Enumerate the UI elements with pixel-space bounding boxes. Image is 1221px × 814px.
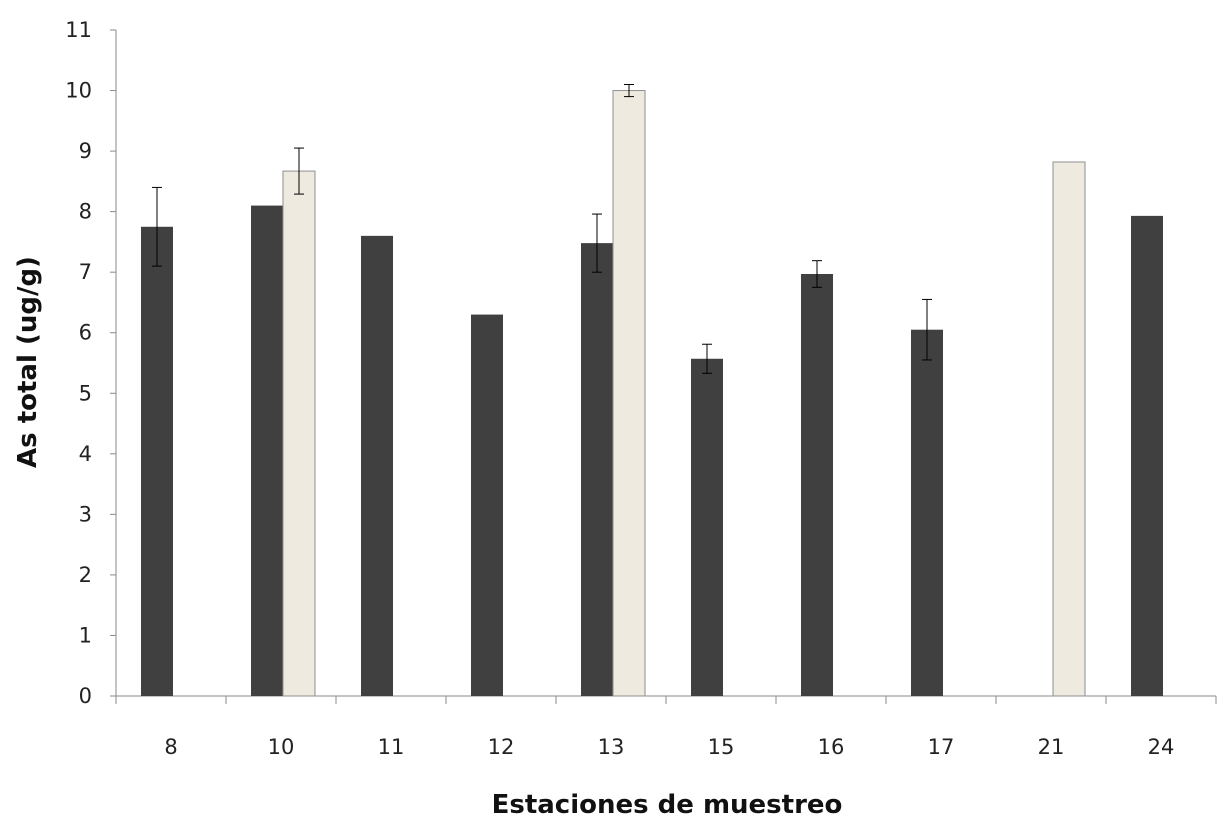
y-tick-label: 10	[65, 79, 92, 103]
error-bar-dark-8	[152, 186, 162, 267]
y-tick-label: 5	[79, 381, 92, 405]
x-axis: 8 10 11 12 13 15 16 17 21 24	[115, 695, 1217, 759]
bar-light-10	[282, 170, 316, 697]
error-bar-dark-16	[812, 260, 822, 288]
y-tick-label: 0	[79, 684, 92, 708]
y-axis-title: As total (ug/g)	[13, 256, 43, 468]
error-bar-dark-13	[592, 213, 602, 273]
bar-dark-17	[911, 329, 943, 696]
bar-dark-16	[801, 273, 833, 696]
error-bar-light-13	[624, 83, 634, 98]
y-tick-label: 8	[79, 200, 92, 224]
bars	[141, 90, 1163, 697]
y-tick-label: 11	[65, 18, 92, 42]
bar-dark-13	[581, 243, 613, 696]
bar-dark-12	[471, 314, 503, 696]
error-bar-light-10	[294, 147, 304, 195]
error-bar-dark-15	[702, 343, 712, 374]
y-tick-label: 3	[79, 502, 92, 526]
y-tick-label: 7	[79, 260, 92, 284]
x-tick-label: 11	[378, 735, 405, 759]
x-tick-label: 8	[164, 735, 177, 759]
y-tick-label: 6	[79, 321, 92, 345]
x-tick-label: 13	[598, 735, 625, 759]
bar-dark-15	[691, 358, 723, 696]
y-tick-label: 2	[79, 563, 92, 587]
x-tick-label: 12	[488, 735, 515, 759]
y-tick-label: 1	[79, 623, 92, 647]
bar-light-13	[612, 90, 646, 697]
error-bar-dark-17	[922, 298, 932, 361]
bar-dark-8	[141, 226, 173, 697]
x-tick-label: 16	[818, 735, 845, 759]
y-axis: 0 1 2 3 4 5 6 7 8 9 10 11	[65, 18, 117, 708]
x-tick-label: 15	[708, 735, 735, 759]
bar-light-21	[1052, 161, 1086, 697]
error-bars	[152, 83, 932, 374]
x-tick-label: 17	[928, 735, 955, 759]
x-tick-label: 24	[1148, 735, 1175, 759]
bar-dark-24	[1131, 215, 1163, 696]
bar-dark-11	[361, 235, 393, 696]
x-axis-title: Estaciones de muestreo	[492, 790, 843, 814]
x-tick-label: 10	[268, 735, 295, 759]
y-tick-label: 9	[79, 139, 92, 163]
bar-dark-10	[251, 205, 283, 696]
y-tick-label: 4	[79, 442, 92, 466]
x-tick-label: 21	[1038, 735, 1065, 759]
